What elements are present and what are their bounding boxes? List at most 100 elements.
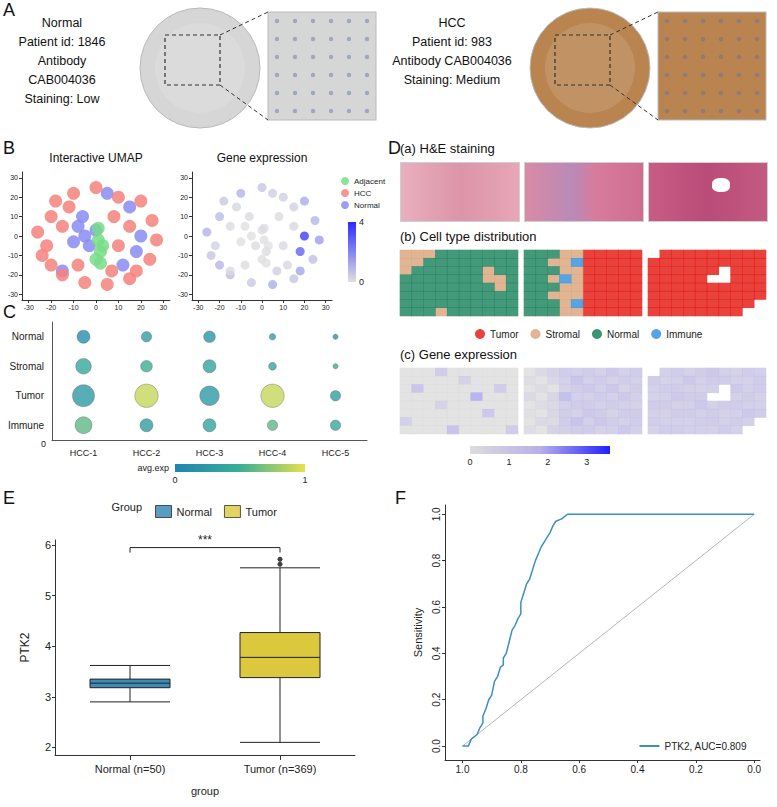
svg-text:avg.exp: avg.exp (137, 463, 169, 473)
html-text:E: E (3, 488, 15, 508)
svg-text:HCC-2: HCC-2 (133, 448, 161, 458)
svg-text:1.0: 1.0 (431, 507, 442, 521)
svg-text:-20: -20 (178, 271, 188, 278)
html-text:Patient id: 1846: Patient id: 1846 (18, 35, 106, 49)
svg-text:PTK2, AUC=0.809: PTK2, AUC=0.809 (664, 741, 746, 752)
html-text:HCC: HCC (438, 16, 466, 30)
svg-text:-10: -10 (178, 252, 188, 259)
svg-text:Tumor: Tumor (490, 329, 519, 340)
svg-text:0.6: 0.6 (431, 600, 442, 614)
svg-text:-20: -20 (215, 304, 225, 311)
html-text:Normal: Normal (41, 16, 83, 30)
html-text:Staining: Medium: Staining: Medium (403, 73, 501, 87)
svg-text:Immune: Immune (8, 420, 45, 431)
svg-text:HCC-1: HCC-1 (70, 448, 98, 458)
html-text:B: B (3, 138, 15, 158)
html-text:Interactive UMAP: Interactive UMAP (49, 151, 143, 165)
svg-text:Immune: Immune (666, 329, 703, 340)
svg-text:0: 0 (41, 439, 46, 449)
svg-text:-20: -20 (46, 304, 56, 311)
svg-text:Normal: Normal (177, 506, 212, 518)
svg-text:0: 0 (260, 304, 264, 311)
svg-text:30: 30 (322, 304, 330, 311)
svg-text:Adjacent: Adjacent (354, 177, 386, 186)
svg-text:-10: -10 (69, 304, 79, 311)
svg-text:0: 0 (184, 233, 188, 240)
svg-text:4: 4 (45, 640, 51, 652)
svg-text:HCC-3: HCC-3 (196, 448, 224, 458)
html-text:(b) Cell type distribution: (b) Cell type distribution (400, 229, 537, 244)
svg-text:0.0: 0.0 (747, 764, 761, 775)
svg-text:Normal (n=50): Normal (n=50) (95, 763, 166, 775)
svg-text:10: 10 (279, 304, 287, 311)
svg-text:0.0: 0.0 (431, 739, 442, 753)
svg-text:Normal: Normal (607, 329, 639, 340)
svg-text:0: 0 (94, 304, 98, 311)
svg-text:5: 5 (45, 590, 51, 602)
svg-text:20: 20 (180, 194, 188, 201)
html-text:C: C (3, 302, 16, 322)
svg-text:10: 10 (115, 304, 123, 311)
svg-text:20: 20 (301, 304, 309, 311)
svg-text:-20: -20 (8, 271, 18, 278)
svg-text:0: 0 (14, 233, 18, 240)
svg-text:20: 20 (10, 194, 18, 201)
svg-text:-30: -30 (193, 304, 203, 311)
svg-text:HCC: HCC (354, 189, 372, 198)
html-text:Antibody CAB004036: Antibody CAB004036 (392, 54, 512, 68)
svg-text:Normal: Normal (12, 331, 44, 342)
html-text:Patient id: 983: Patient id: 983 (412, 35, 492, 49)
svg-text:30: 30 (159, 304, 167, 311)
svg-text:-30: -30 (8, 291, 18, 298)
html-text:Antibody: Antibody (37, 54, 87, 68)
svg-text:group: group (191, 785, 219, 797)
html-text:Gene expression: Gene expression (216, 151, 308, 165)
svg-text:0.4: 0.4 (431, 646, 442, 660)
svg-text:HCC-4: HCC-4 (259, 448, 287, 458)
svg-text:Tumor: Tumor (245, 506, 277, 518)
svg-text:2: 2 (45, 741, 51, 753)
html-text:CAB004036: CAB004036 (28, 73, 96, 87)
svg-text:0.2: 0.2 (431, 692, 442, 706)
svg-text:10: 10 (10, 213, 18, 220)
svg-text:Stromal: Stromal (546, 329, 580, 340)
svg-text:-30: -30 (24, 304, 34, 311)
svg-text:0.2: 0.2 (689, 764, 703, 775)
svg-text:Stromal: Stromal (10, 361, 44, 372)
svg-text:10: 10 (180, 213, 188, 220)
svg-text:6: 6 (45, 539, 51, 551)
svg-text:30: 30 (180, 174, 188, 181)
html-text:(a) H&E staining: (a) H&E staining (400, 141, 495, 156)
svg-text:-10: -10 (8, 252, 18, 259)
svg-text:1: 1 (506, 457, 511, 467)
svg-text:Tumor (n=369): Tumor (n=369) (244, 763, 317, 775)
svg-text:0.6: 0.6 (572, 764, 586, 775)
svg-text:2: 2 (545, 457, 550, 467)
svg-text:4: 4 (359, 217, 364, 227)
svg-text:0: 0 (172, 475, 177, 485)
svg-text:Sensitivity: Sensitivity (412, 607, 424, 657)
svg-text:-10: -10 (236, 304, 246, 311)
html-text:Staining: Low: Staining: Low (24, 92, 100, 106)
svg-text:HCC-5: HCC-5 (322, 448, 350, 458)
svg-text:-30: -30 (178, 291, 188, 298)
svg-text:0: 0 (359, 277, 364, 287)
svg-text:3: 3 (584, 457, 589, 467)
html-text:D: D (388, 138, 401, 158)
svg-text:Tumor: Tumor (15, 390, 44, 401)
svg-text:1: 1 (302, 475, 307, 485)
html-text:(c) Gene expression: (c) Gene expression (400, 347, 518, 362)
svg-text:30: 30 (10, 174, 18, 181)
svg-text:Normal: Normal (354, 201, 380, 210)
svg-text:***: *** (198, 533, 212, 547)
svg-text:1.0: 1.0 (456, 764, 470, 775)
svg-text:0: 0 (467, 457, 472, 467)
svg-text:0.8: 0.8 (431, 553, 442, 567)
svg-text:PTK2: PTK2 (18, 632, 32, 662)
svg-text:20: 20 (137, 304, 145, 311)
svg-text:3: 3 (45, 691, 51, 703)
svg-text:0.4: 0.4 (631, 764, 645, 775)
svg-text:Group: Group (111, 501, 142, 513)
html-text:A: A (3, 0, 15, 20)
svg-text:0.8: 0.8 (514, 764, 528, 775)
